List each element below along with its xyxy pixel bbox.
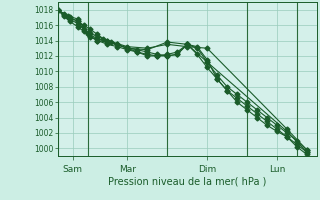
X-axis label: Pression niveau de la mer( hPa ): Pression niveau de la mer( hPa )	[108, 177, 266, 187]
